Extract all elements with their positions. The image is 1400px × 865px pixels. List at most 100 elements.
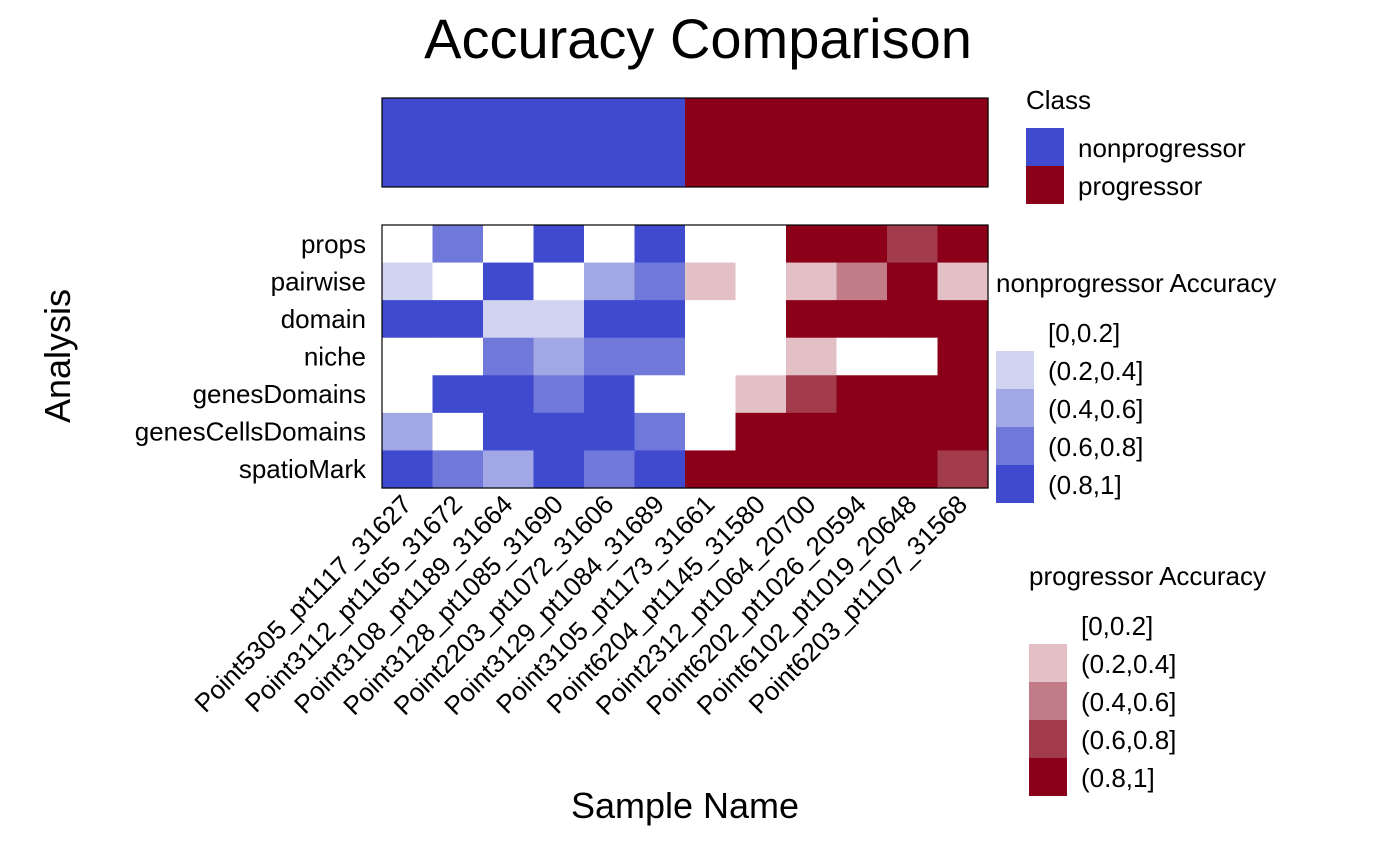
- legend-nonprogressor-label: (0.2,0.4]: [1048, 356, 1143, 386]
- heatmap-cell: [432, 300, 484, 339]
- heatmap-cell: [382, 262, 434, 301]
- legend-class-label: progressor: [1078, 171, 1203, 201]
- legend-nonprogressor-label: (0.4,0.6]: [1048, 394, 1143, 424]
- legend-nonprogressor-title: nonprogressor Accuracy: [996, 268, 1276, 298]
- class-bar-cell: [634, 98, 686, 187]
- legend-class-swatch: [1026, 128, 1064, 166]
- legend-nonprogressor-swatch: [996, 427, 1034, 465]
- heatmap-cell: [533, 450, 585, 489]
- class-annotation-bar: [382, 98, 989, 187]
- heatmap-cell: [483, 300, 535, 339]
- heatmap-cell: [735, 300, 787, 339]
- legend-nonprogressor-swatch: [996, 389, 1034, 427]
- heatmap-cells: [382, 225, 989, 489]
- heatmap-cell: [382, 337, 434, 376]
- heatmap-cell: [584, 337, 636, 376]
- class-bar-cell: [382, 98, 434, 187]
- heatmap-cell: [432, 262, 484, 301]
- heatmap-cell: [584, 300, 636, 339]
- y-axis-label: Analysis: [37, 289, 78, 423]
- row-label: niche: [304, 341, 366, 371]
- legend-progressor-label: (0.6,0.8]: [1081, 725, 1176, 755]
- legend-progressor-title: progressor Accuracy: [1029, 561, 1266, 591]
- legend-progressor-accuracy: progressor Accuracy [0,0.2] (0.2,0.4] (0.4…: [1029, 561, 1266, 796]
- heatmap-cell: [533, 375, 585, 414]
- legend-nonprogressor-label: [0,0.2]: [1048, 318, 1120, 348]
- heatmap-cell: [432, 337, 484, 376]
- heatmap-cell: [483, 412, 535, 452]
- heatmap-cell: [483, 375, 535, 414]
- legend-class: Class nonprogressor progressor: [1026, 85, 1246, 204]
- heatmap-cell: [685, 450, 737, 489]
- row-label: domain: [281, 304, 366, 334]
- heatmap-cell: [937, 337, 989, 376]
- heatmap-cell: [584, 225, 636, 264]
- heatmap-cell: [786, 412, 838, 452]
- heatmap-cell: [887, 412, 939, 452]
- heatmap-cell: [533, 412, 585, 452]
- heatmap-cell: [382, 300, 434, 339]
- heatmap-cell: [584, 262, 636, 301]
- class-bar-cell: [786, 98, 838, 187]
- heatmap-cell: [887, 262, 939, 301]
- heatmap-cell: [382, 412, 434, 452]
- class-bar-cell: [483, 98, 535, 187]
- heatmap-cell: [735, 225, 787, 264]
- heatmap-cell: [634, 375, 686, 414]
- heatmap-cell: [634, 300, 686, 339]
- heatmap-cell: [836, 262, 888, 301]
- heatmap-cell: [786, 225, 838, 264]
- heatmap-cell: [685, 262, 737, 301]
- legend-progressor-swatch: [1029, 720, 1067, 758]
- class-bar-cell: [685, 98, 737, 187]
- heatmap-cell: [634, 337, 686, 376]
- legend-class-title: Class: [1026, 85, 1091, 115]
- legend-progressor-label: (0.8,1]: [1081, 763, 1155, 793]
- heatmap-cell: [634, 412, 686, 452]
- heatmap-cell: [937, 225, 989, 264]
- heatmap-border: [381, 224, 989, 489]
- heatmap-cell: [735, 412, 787, 452]
- row-label: props: [301, 229, 366, 259]
- heatmap-cell: [836, 412, 888, 452]
- class-bar-cell: [735, 98, 787, 187]
- heatmap-cell: [735, 337, 787, 376]
- heatmap-cell: [685, 337, 737, 376]
- heatmap-cell: [432, 412, 484, 452]
- heatmap-cell: [786, 450, 838, 489]
- row-label: spatioMark: [239, 454, 367, 484]
- heatmap-cell: [836, 225, 888, 264]
- heatmap-cell: [937, 262, 989, 301]
- heatmap-cell: [584, 450, 636, 489]
- heatmap-cell: [735, 262, 787, 301]
- heatmap-cell: [937, 450, 989, 489]
- heatmap-cell: [786, 375, 838, 414]
- class-bar-cell: [432, 98, 484, 187]
- legend-nonprogressor-swatch: [996, 351, 1034, 389]
- heatmap-cell: [432, 225, 484, 264]
- row-label: pairwise: [271, 266, 366, 296]
- chart-title: Accuracy Comparison: [424, 7, 972, 70]
- legend-nonprogressor-label: (0.6,0.8]: [1048, 432, 1143, 462]
- class-bar-cell: [836, 98, 888, 187]
- legend-nonprogressor-swatch: [996, 465, 1034, 503]
- heatmap-cell: [887, 450, 939, 489]
- class-bar-border: [381, 97, 989, 188]
- column-labels: Point5305_pt1117_31627Point3112_pt1165_3…: [188, 489, 973, 721]
- legend-progressor-label: [0,0.2]: [1081, 611, 1153, 641]
- heatmap-cell: [887, 300, 939, 339]
- legend-progressor-label: (0.4,0.6]: [1081, 687, 1176, 717]
- class-bar-cell: [937, 98, 989, 187]
- class-bar-cell: [584, 98, 636, 187]
- heatmap-cell: [382, 375, 434, 414]
- legend-nonprogressor-label: (0.8,1]: [1048, 470, 1122, 500]
- heatmap-cell: [432, 375, 484, 414]
- heatmap-cell: [533, 225, 585, 264]
- heatmap-cell: [584, 412, 636, 452]
- row-label: genesCellsDomains: [135, 417, 366, 447]
- heatmap-cell: [483, 450, 535, 489]
- heatmap-cell: [887, 225, 939, 264]
- heatmap-cell: [786, 300, 838, 339]
- heatmap-cell: [887, 337, 939, 376]
